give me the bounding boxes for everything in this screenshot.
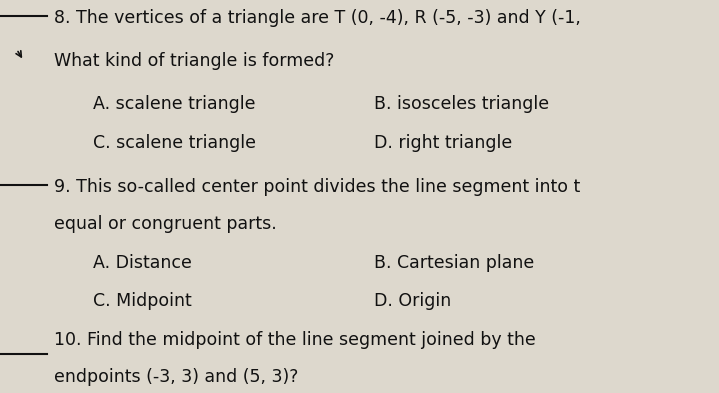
Text: C. scalene triangle: C. scalene triangle [93, 134, 257, 152]
Text: B. isosceles triangle: B. isosceles triangle [374, 95, 549, 113]
Text: What kind of triangle is formed?: What kind of triangle is formed? [54, 52, 334, 70]
Text: A. Distance: A. Distance [93, 254, 193, 272]
Text: D. Origin: D. Origin [374, 292, 451, 310]
Text: 9. This so-called center point divides the line segment into t: 9. This so-called center point divides t… [54, 178, 580, 196]
Text: 10. Find the midpoint of the line segment joined by the: 10. Find the midpoint of the line segmen… [54, 331, 536, 349]
Text: endpoints (-3, 3) and (5, 3)?: endpoints (-3, 3) and (5, 3)? [54, 368, 298, 386]
Text: D. right triangle: D. right triangle [374, 134, 512, 152]
Text: 8. The vertices of a triangle are T (0, -4), R (-5, -3) and Y (-1,: 8. The vertices of a triangle are T (0, … [54, 9, 581, 27]
Text: A. scalene triangle: A. scalene triangle [93, 95, 256, 113]
Text: equal or congruent parts.: equal or congruent parts. [54, 215, 277, 233]
Text: B. Cartesian plane: B. Cartesian plane [374, 254, 534, 272]
Text: C. Midpoint: C. Midpoint [93, 292, 192, 310]
